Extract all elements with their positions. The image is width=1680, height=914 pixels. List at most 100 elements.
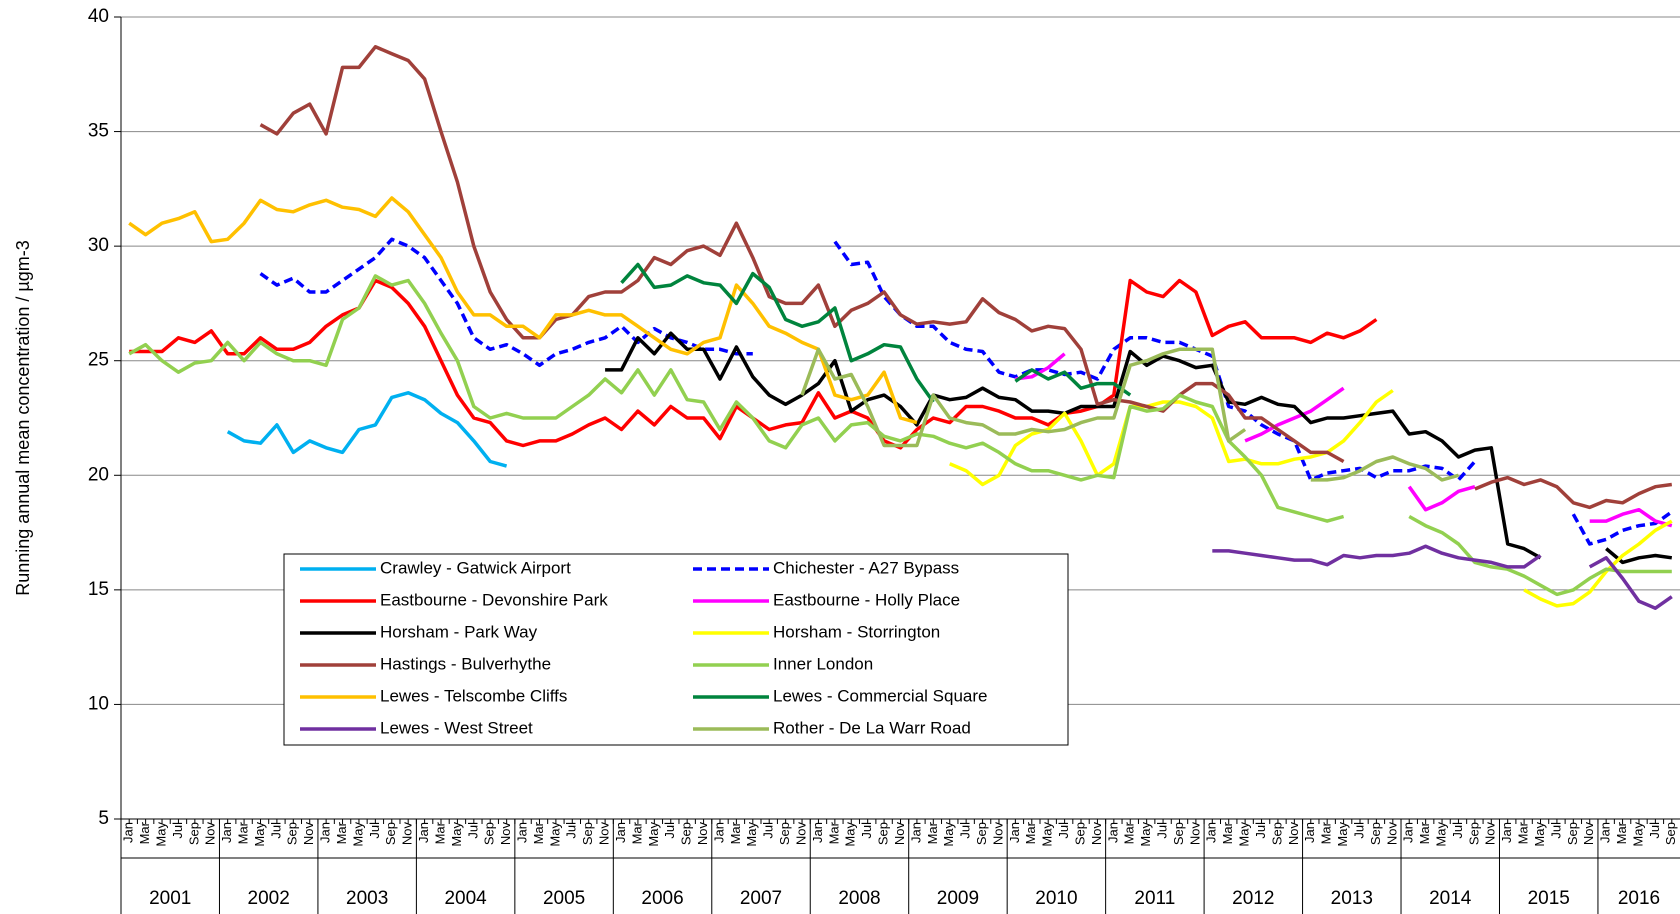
year-label: 2013 xyxy=(1331,888,1373,909)
x-tick-label: Jul xyxy=(564,822,579,839)
x-tick-label: Jul xyxy=(859,822,874,839)
year-label: 2006 xyxy=(641,888,683,909)
x-tick-label: Sep xyxy=(679,822,694,845)
x-tick-label: Jul xyxy=(268,822,283,839)
x-tick-label: Jan xyxy=(121,822,136,843)
y-axis-title: Running annual mean concentration / µgm-… xyxy=(13,240,33,596)
x-tick-label: Nov xyxy=(990,822,1005,846)
x-tick-label: Jan xyxy=(810,822,825,843)
legend-label: Horsham - Park Way xyxy=(380,622,538,641)
series-line xyxy=(1015,352,1673,528)
x-tick-label: Nov xyxy=(892,822,907,846)
x-tick-label: Sep xyxy=(383,822,398,845)
x-tick-label: Jul xyxy=(761,822,776,839)
x-tick-label: Mar xyxy=(1319,821,1334,844)
x-tick-label: Mar xyxy=(1516,821,1531,844)
x-tick-label: Mar xyxy=(826,821,841,844)
legend-label: Crawley - Gatwick Airport xyxy=(380,558,571,577)
x-tick-label: Jan xyxy=(1401,822,1416,843)
x-tick-label: May xyxy=(252,822,267,847)
x-tick-label: Jul xyxy=(1647,822,1662,839)
legend-label: Horsham - Storrington xyxy=(773,622,940,641)
x-tick-label: May xyxy=(1138,822,1153,847)
x-tick-label: Jul xyxy=(1450,822,1465,839)
y-tick-label: 20 xyxy=(88,464,109,485)
x-tick-label: Mar xyxy=(1122,821,1137,844)
x-tick-label: May xyxy=(1630,822,1645,847)
x-tick-label: Sep xyxy=(1171,822,1186,845)
x-tick-label: Mar xyxy=(236,821,251,844)
x-tick-label: Mar xyxy=(629,821,644,844)
x-tick-label: Mar xyxy=(137,821,152,844)
x-tick-label: Jan xyxy=(514,822,529,843)
x-tick-label: Mar xyxy=(925,821,940,844)
legend-label: Lewes - Commercial Square xyxy=(773,686,987,705)
x-tick-label: Jan xyxy=(1105,822,1120,843)
x-tick-label: Jan xyxy=(908,822,923,843)
x-tick-label: May xyxy=(646,822,661,847)
x-tick-label: Jul xyxy=(1253,822,1268,839)
year-label: 2014 xyxy=(1429,888,1472,909)
x-tick-label: Jul xyxy=(465,822,480,839)
x-tick-label: May xyxy=(350,822,365,847)
x-tick-label: Sep xyxy=(777,822,792,845)
x-tick-label: Jul xyxy=(1155,822,1170,839)
x-tick-label: Sep xyxy=(285,822,300,845)
legend-label: Rother - De La Warr Road xyxy=(773,718,971,737)
legend-label: Inner London xyxy=(773,654,873,673)
x-tick-label: Sep xyxy=(580,822,595,845)
x-tick-label: May xyxy=(449,822,464,847)
x-tick-label: Jul xyxy=(1548,822,1563,839)
x-tick-label: Sep xyxy=(1565,822,1580,845)
x-tick-label: Mar xyxy=(1417,821,1432,844)
x-tick-label: May xyxy=(547,822,562,847)
y-tick-label: 10 xyxy=(88,693,109,714)
x-tick-label: Jul xyxy=(1351,822,1366,839)
year-label: 2001 xyxy=(149,888,191,909)
x-tick-label: Nov xyxy=(498,822,513,846)
x-tick-label: Nov xyxy=(1384,822,1399,846)
x-tick-label: Mar xyxy=(728,821,743,844)
year-label: 2003 xyxy=(346,888,388,909)
x-tick-label: Jul xyxy=(662,822,677,839)
x-tick-label: Nov xyxy=(597,822,612,846)
series-line xyxy=(605,331,1673,565)
x-tick-label: Mar xyxy=(1614,821,1629,844)
series-line xyxy=(259,45,1673,510)
y-tick-label: 25 xyxy=(88,350,109,371)
x-tick-label: May xyxy=(1433,822,1448,847)
x-tick-label: Sep xyxy=(1368,822,1383,845)
year-label: 2010 xyxy=(1035,888,1077,909)
x-tick-label: Jan xyxy=(1598,822,1613,843)
year-label: 2002 xyxy=(248,888,290,909)
x-tick-label: Jan xyxy=(711,822,726,843)
x-tick-label: Mar xyxy=(432,821,447,844)
x-tick-label: Jan xyxy=(1302,822,1317,843)
legend-label: Chichester - A27 Bypass xyxy=(773,558,959,577)
x-tick-label: Nov xyxy=(1089,822,1104,846)
x-tick-label: Mar xyxy=(531,821,546,844)
x-tick-label: May xyxy=(744,822,759,847)
x-tick-label: Mar xyxy=(334,821,349,844)
legend-label: Eastbourne - Devonshire Park xyxy=(380,590,608,609)
x-tick-label: Nov xyxy=(1286,822,1301,846)
x-tick-label: Nov xyxy=(1483,822,1498,846)
x-tick-label: Jan xyxy=(1499,822,1514,843)
x-tick-label: May xyxy=(941,822,956,847)
x-tick-label: May xyxy=(1237,822,1252,847)
x-tick-label: May xyxy=(1335,822,1350,847)
y-tick-label: 35 xyxy=(88,121,109,142)
year-label: 2007 xyxy=(740,888,782,909)
x-tick-label: Sep xyxy=(1466,822,1481,845)
year-label: 2015 xyxy=(1528,888,1570,909)
x-tick-label: Jul xyxy=(367,822,382,839)
x-tick-label: Nov xyxy=(301,822,316,846)
legend: Crawley - Gatwick Airport Chichester - A2… xyxy=(283,553,1069,746)
x-tick-label: Jul xyxy=(958,822,973,839)
legend-label: Hastings - Bulverhythe xyxy=(380,654,551,673)
year-label: 2016 xyxy=(1618,888,1660,909)
x-tick-label: Jan xyxy=(219,822,234,843)
x-tick-label: Sep xyxy=(876,822,891,845)
